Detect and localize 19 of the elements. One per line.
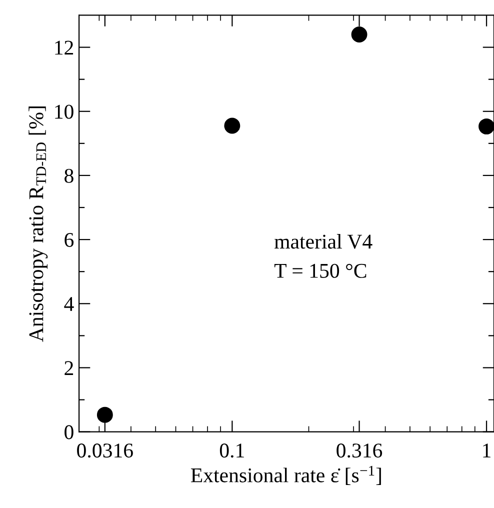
point bbox=[96, 406, 113, 423]
x-tick-label: 0.0316 bbox=[77, 444, 133, 458]
y-tick-label: 0 bbox=[64, 425, 74, 440]
y-tick-label: 4 bbox=[64, 297, 74, 311]
annotation: material V4 bbox=[274, 234, 372, 249]
point bbox=[351, 26, 368, 42]
x-axis-title: Extensional rate ε̇ [s$^{−1}$] bbox=[190, 466, 381, 485]
point bbox=[478, 118, 494, 134]
annotation: T = 150 °C bbox=[274, 264, 366, 278]
y-tick-label: 12 bbox=[55, 40, 74, 55]
x-tick-label: 0.1 bbox=[220, 444, 244, 458]
y-tick-label: 2 bbox=[64, 361, 74, 375]
point bbox=[224, 118, 240, 134]
x-tick-label: 0.316 bbox=[336, 444, 382, 458]
y-tick-label: 8 bbox=[64, 168, 74, 183]
y-tick-label: 10 bbox=[55, 104, 74, 119]
x-tick-label: 1 bbox=[483, 444, 490, 458]
y-axis-title: Anisotropy ratio R$_{TD-ED}$ [%] bbox=[28, 106, 48, 342]
y-tick-label: 6 bbox=[64, 232, 74, 247]
